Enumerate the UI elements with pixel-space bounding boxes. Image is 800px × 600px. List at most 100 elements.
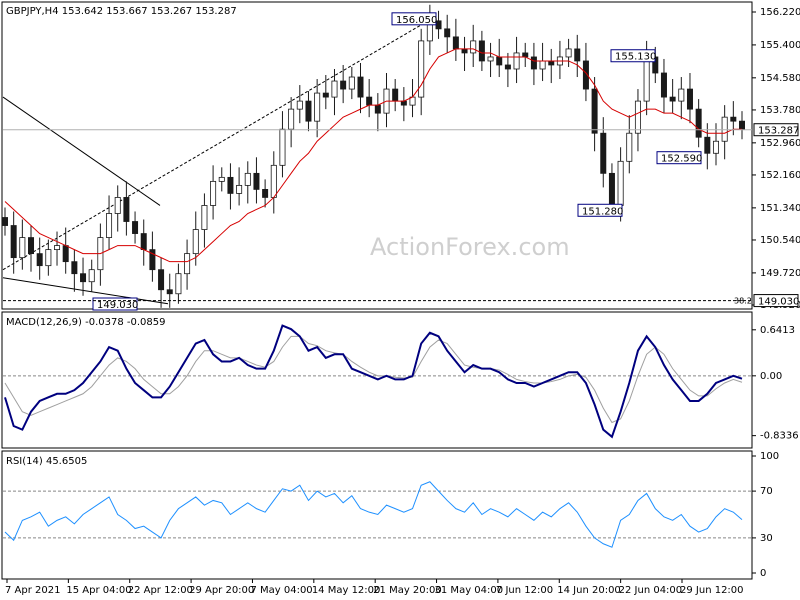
candle-body (305, 100, 312, 122)
candle-body (366, 96, 373, 106)
x-tick-label: 14 May 12:00 (312, 585, 381, 596)
candle-body (600, 132, 607, 174)
candle-body (704, 136, 711, 154)
candle-body (678, 88, 685, 102)
candle-body (140, 233, 147, 251)
candle-body (565, 48, 572, 58)
candle-body (470, 40, 477, 54)
candle-body (175, 273, 182, 295)
candle-body (582, 60, 589, 90)
annotation-label: 156.050 (396, 15, 437, 26)
price-tick-label: 155.400 (760, 40, 800, 51)
ma-line (4, 48, 742, 263)
price-axis: 156.220 155.400 154.580 153.780 152.960 152.1… (3, 7, 800, 311)
candle-body (452, 36, 459, 50)
candle-body (348, 76, 355, 90)
candle-body (236, 184, 243, 194)
macd-layer: 0.6413 0.00 -0.8336 (3, 324, 799, 442)
rsi-layer: 100 70 30 0 (3, 451, 779, 579)
candle-body (634, 100, 641, 134)
candle-body (166, 289, 173, 295)
rsi-tick-label: 30 (760, 533, 773, 544)
candle-body (660, 72, 667, 98)
price-tick-label: 153.780 (760, 105, 800, 116)
x-tick-label: 7 Jun 12:00 (496, 585, 553, 596)
candle-body (530, 56, 537, 70)
current-price-box (753, 123, 799, 137)
candle-body (643, 56, 650, 102)
trendline-channel (2, 16, 436, 271)
candle-body (478, 40, 485, 62)
price-tick-label: 150.540 (760, 235, 800, 246)
candle-body (184, 253, 191, 275)
x-tick-label: 7 Apr 2021 (5, 585, 60, 596)
candle-body (62, 245, 69, 263)
candle-body (548, 60, 555, 66)
annotation-label: 151.280 (582, 206, 623, 217)
candle-body (461, 48, 468, 54)
candle-body (695, 108, 702, 138)
annotation-label: 152.590 (661, 154, 702, 165)
candle-body (608, 172, 615, 206)
price-annotations: 156.050 155.130 152.590 151.280 149.030 (92, 12, 702, 311)
price-tick-label: 154.580 (760, 73, 800, 84)
candle-body (617, 160, 624, 206)
candle-body (114, 197, 121, 214)
candle-body (227, 176, 234, 194)
candle-body (574, 48, 581, 62)
candle-body (721, 116, 728, 142)
candle-body (270, 164, 277, 198)
x-tick-label: 14 Jun 20:00 (557, 585, 621, 596)
candle-body (296, 100, 303, 110)
trendlines (2, 16, 436, 305)
annotation-box (391, 12, 437, 26)
annotation-box (656, 151, 702, 165)
candle-body (591, 88, 598, 134)
candle-body (322, 92, 329, 98)
candle-body (19, 237, 26, 259)
candle-body (496, 56, 503, 66)
candle-body (539, 60, 546, 70)
candle-body (1, 217, 9, 226)
rsi-tick-label: 100 (760, 451, 779, 462)
macd-signal-line (4, 335, 743, 424)
candle-body (738, 120, 746, 130)
candles (1, 4, 746, 308)
candle-body (626, 132, 633, 162)
candle-body (210, 180, 217, 206)
candle-body (444, 28, 451, 38)
candle-body (244, 172, 251, 186)
candle-body (400, 100, 407, 106)
candle-body (418, 40, 425, 98)
candle-body (487, 56, 494, 62)
candle-body (712, 140, 719, 154)
candle-body (314, 92, 321, 122)
candle-body (253, 172, 260, 190)
moving-average (4, 48, 742, 263)
candle-body (513, 52, 520, 70)
candle-body (36, 253, 43, 267)
x-tick-label: 7 May 04:00 (250, 585, 312, 596)
rsi-tick-label: 70 (760, 486, 773, 497)
candle-body (218, 176, 225, 182)
x-tick-label: 22 Apr 12:00 (128, 585, 193, 596)
macd-line (4, 324, 743, 439)
candle-body (279, 128, 286, 166)
candle-body (106, 213, 113, 238)
rsi-line (4, 481, 743, 548)
annotation-label: 149.030 (97, 300, 138, 311)
candle-body (201, 205, 208, 230)
x-tick-label: 22 Jun 04:00 (619, 585, 683, 596)
candle-body (392, 88, 399, 102)
current-price-label: 153.287 (758, 126, 799, 137)
price-tick-label: 152.160 (760, 170, 800, 181)
rsi-panel-frame (1, 450, 753, 580)
price-tick-label: 152.960 (760, 138, 800, 149)
watermark: ActionForex.com (370, 233, 570, 261)
candle-body (686, 88, 693, 110)
candle-body (149, 249, 156, 271)
x-tick-label: 29 Jun 12:00 (680, 585, 744, 596)
candle-body (54, 245, 61, 251)
candle-body (357, 76, 364, 98)
